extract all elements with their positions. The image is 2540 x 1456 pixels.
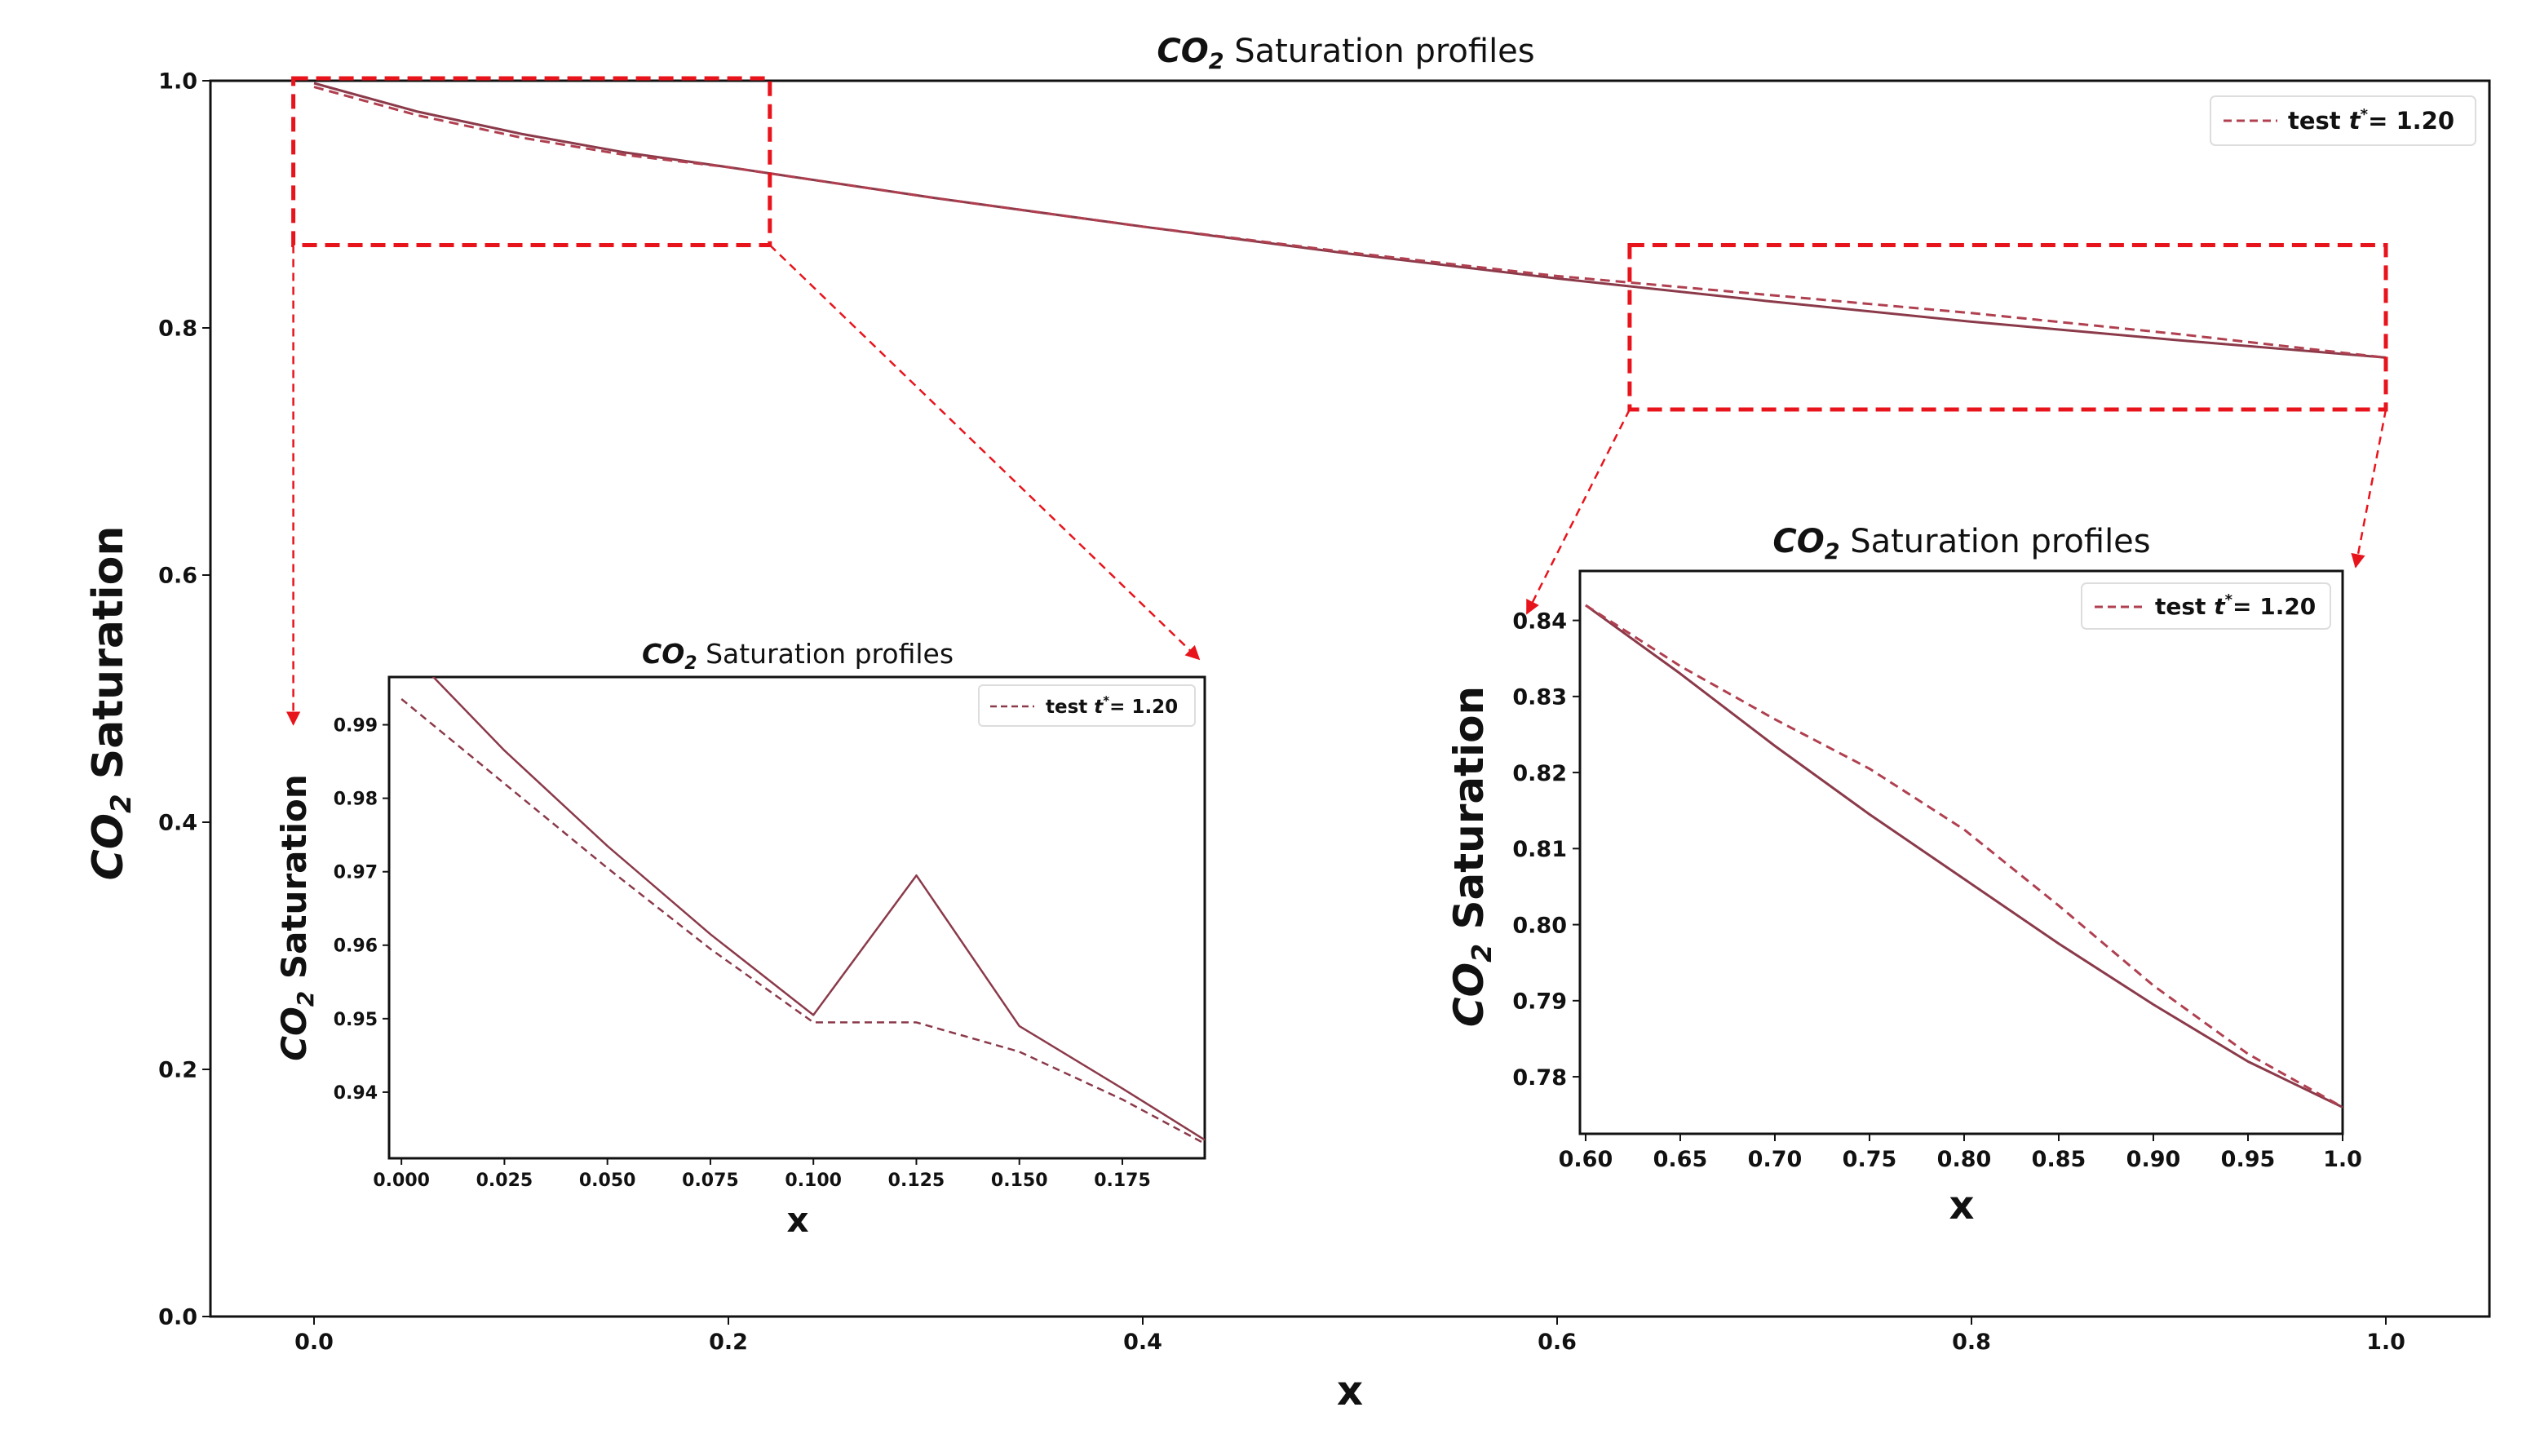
- zoom-arrow-right-a: [1525, 409, 1631, 615]
- zoom-arrow-left-b: [768, 244, 1201, 661]
- main-x-ticks: 0.0 0.2 0.4 0.6 0.8 1.0: [294, 1317, 2405, 1355]
- inset-right-x-ticks: 0.60 0.65 0.70 0.75 0.80 0.85 0.90 0.95 1.0: [1559, 1134, 2362, 1172]
- inset-right-x-tick-label: 0.65: [1653, 1147, 1708, 1172]
- main-chart: CO2 Saturation profiles 0.0 0.2 0.4 0.6 0.8 1…: [84, 33, 2491, 1414]
- inset-left-x-tick-label: 0.075: [682, 1171, 739, 1191]
- inset-left-y-ticks: 0.94 0.95 0.96 0.97 0.98 0.99: [334, 715, 389, 1104]
- inset-right-y-tick-label: 0.80: [1512, 913, 1567, 938]
- inset-right-x-tick-label: 0.85: [2032, 1147, 2086, 1172]
- zoom-box-left: [291, 76, 772, 247]
- inset-left-y-tick-label: 0.95: [334, 1010, 378, 1030]
- inset-right-legend-box: [2081, 582, 2331, 630]
- inset-right-y-tick-label: 0.79: [1512, 989, 1567, 1015]
- inset-right-x-tick-label: 0.75: [1843, 1147, 1897, 1172]
- main-y-axis-label: CO2 Saturation: [84, 526, 138, 881]
- inset-right-x-axis-label: x: [1949, 1183, 1975, 1228]
- main-x-tick-label: 0.6: [1538, 1330, 1577, 1355]
- inset-left-y-tick-label: 0.94: [334, 1083, 378, 1104]
- main-x-tick-label: 0.8: [1952, 1330, 1991, 1355]
- main-series-reference-line: [313, 82, 2387, 359]
- main-series: [313, 82, 2387, 359]
- inset-right-x-tick-label: 0.90: [2126, 1147, 2181, 1172]
- inset-left-x-tick-label: 0.150: [991, 1171, 1048, 1191]
- main-legend-box: [2210, 95, 2476, 146]
- inset-right-x-tick-label: 0.95: [2221, 1147, 2276, 1172]
- inset-left-x-tick-label: 0.000: [373, 1171, 430, 1191]
- inset-right-x-tick-label: 0.80: [1937, 1147, 1992, 1172]
- main-y-tick-label: 0.8: [158, 316, 197, 342]
- inset-right-y-tick-label: 0.82: [1512, 761, 1567, 786]
- inset-left-legend-label: test t*= 1.20: [1046, 693, 1178, 718]
- inset-right-plot-frame: [1578, 569, 2344, 1135]
- inset-right-x-tick-label: 1.0: [2323, 1147, 2362, 1172]
- main-chart-title: CO2 Saturation profiles: [1157, 33, 1534, 74]
- inset-right-y-tick-label: 0.81: [1512, 837, 1567, 862]
- inset-left-chart: CO2 Saturation profiles 0.000 0.025 0.050 0…: [274, 638, 1206, 1240]
- inset-right-y-ticks: 0.78 0.79 0.80 0.81 0.82 0.83 0.84: [1512, 609, 1580, 1091]
- inset-left-series: [400, 677, 1205, 1145]
- main-x-tick-label: 1.0: [2366, 1330, 2405, 1355]
- main-x-tick-label: 0.2: [709, 1330, 748, 1355]
- inset-right-y-tick-label: 0.84: [1512, 609, 1567, 634]
- inset-left-y-tick-label: 0.96: [334, 936, 378, 957]
- zoom-box-right: [1627, 242, 2388, 412]
- inset-left-x-ticks: 0.000 0.025 0.050 0.075 0.100 0.125 0.150 0.175: [373, 1158, 1151, 1191]
- inset-right-legend: test t*= 1.20: [2081, 582, 2331, 630]
- zoom-arrow-right-b: [2351, 409, 2387, 569]
- main-y-tick-label: 0.4: [158, 811, 197, 836]
- inset-right-chart: CO2 Saturation profiles 0.60 0.65 0.70 0.75…: [1445, 523, 2362, 1228]
- inset-right-y-axis-label: CO2 Saturation: [1445, 686, 1498, 1027]
- inset-left-series-test-line: [400, 698, 1205, 1145]
- inset-right-title: CO2 Saturation profiles: [1772, 523, 2150, 564]
- inset-right-series-reference-line: [1585, 604, 2343, 1109]
- inset-left-legend: test t*= 1.20: [978, 684, 1196, 727]
- inset-right-y-tick-label: 0.78: [1512, 1065, 1567, 1091]
- inset-left-x-tick-label: 0.100: [785, 1171, 842, 1191]
- inset-left-y-axis-label: CO2 Saturation: [274, 774, 319, 1061]
- inset-right-x-tick-label: 0.70: [1748, 1147, 1803, 1172]
- main-series-test-line: [313, 86, 2387, 359]
- main-legend: test t*= 1.20: [2210, 95, 2476, 146]
- inset-left-title: CO2 Saturation profiles: [642, 638, 954, 674]
- inset-left-x-tick-label: 0.025: [476, 1171, 533, 1191]
- inset-right-x-tick-label: 0.60: [1559, 1147, 1613, 1172]
- inset-right-y-tick-label: 0.83: [1512, 685, 1567, 710]
- inset-left-plot-frame: [387, 675, 1206, 1160]
- inset-left-x-axis-label: x: [786, 1200, 808, 1240]
- inset-left-x-tick-label: 0.125: [888, 1171, 945, 1191]
- inset-left-legend-box: [978, 684, 1196, 727]
- main-x-tick-label: 0.0: [294, 1330, 334, 1355]
- inset-left-x-tick-label: 0.175: [1094, 1171, 1151, 1191]
- inset-left-y-tick-label: 0.97: [334, 863, 378, 883]
- inset-left-y-tick-label: 0.98: [334, 790, 378, 810]
- inset-right-series: [1585, 604, 2343, 1109]
- inset-left-y-tick-label: 0.99: [334, 715, 378, 736]
- zoom-annotations: [285, 76, 2388, 726]
- main-y-tick-label: 1.0: [158, 69, 197, 95]
- inset-left-x-tick-label: 0.050: [579, 1171, 636, 1191]
- main-y-tick-label: 0.6: [158, 564, 197, 589]
- main-x-axis-label: x: [1337, 1367, 1363, 1414]
- inset-right-legend-label: test t*= 1.20: [2155, 591, 2316, 620]
- main-legend-label: test t*= 1.20: [2288, 106, 2454, 135]
- inset-right-series-test-line: [1585, 604, 2343, 1109]
- main-y-ticks: 0.0 0.2 0.4 0.6 0.8 1.0: [158, 69, 210, 1330]
- main-x-tick-label: 0.4: [1123, 1330, 1162, 1355]
- inset-left-series-reference-line: [431, 677, 1205, 1141]
- main-y-tick-label: 0.0: [158, 1305, 197, 1330]
- main-y-tick-label: 0.2: [158, 1058, 197, 1083]
- main-plot-frame: [209, 79, 2491, 1318]
